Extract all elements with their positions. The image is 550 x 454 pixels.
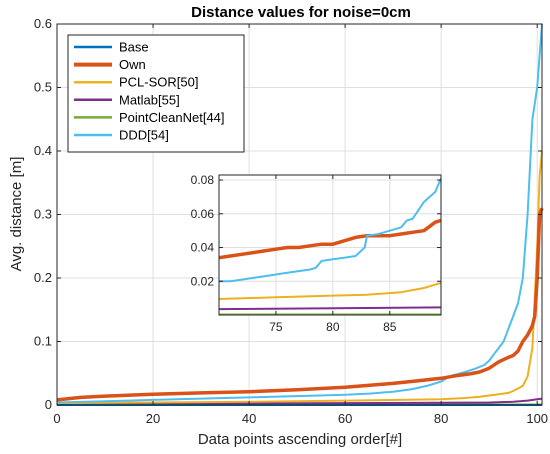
chart-title: Distance values for noise=0cm: [191, 4, 411, 21]
legend: Base Own PCL-SOR[50] Matlab[55] PointCleanNe…: [67, 34, 245, 153]
main-series-ddd-54: [56, 23, 543, 404]
legend-box: [67, 34, 245, 153]
main-y-tick-label: 0.5: [34, 80, 52, 95]
inset-series-matlab-55: [218, 306, 442, 311]
legend-label-base: Base: [119, 40, 149, 55]
inset-y-tick-label: 0.04: [191, 241, 215, 255]
legend-entries: Base Own PCL-SOR[50] Matlab[55] PointCleanNe…: [74, 40, 225, 143]
main-x-tick-label: 80: [434, 411, 448, 426]
inset-ticks: 75 80 85 0.02 0.04 0.06 0.08: [191, 173, 441, 334]
legend-label-pointcleannet-44: PointCleanNet[44]: [119, 110, 225, 125]
main-series-own: [56, 207, 544, 402]
inset-y-tick-label: 0.06: [191, 207, 215, 221]
main-y-tick-label: 0.4: [34, 143, 52, 158]
legend-label-ddd-54: DDD[54]: [119, 128, 169, 143]
main-series-matlab-55: [57, 397, 543, 405]
main-y-tick-label: 0.2: [34, 270, 52, 285]
main-x-tick-label: 100: [526, 411, 548, 426]
main-y-tick-label: 0: [45, 397, 52, 412]
legend-label-own: Own: [119, 57, 146, 72]
main-x-tick-label: 0: [53, 411, 60, 426]
y-axis-label: Avg. distance [m]: [8, 157, 25, 272]
inset-x-tick-label: 75: [269, 320, 283, 334]
main-series-pcl-sor-50: [56, 150, 543, 405]
legend-label-pcl-sor-50: PCL-SOR[50]: [119, 75, 198, 90]
main-y-tick-label: 0.1: [34, 334, 52, 349]
inset-frame: [218, 174, 442, 316]
inset-y-tick-label: 0.08: [191, 173, 215, 187]
legend-label-matlab-55: Matlab[55]: [119, 92, 180, 107]
inset-series-pcl-sor-50: [218, 282, 442, 300]
main-x-tick-label: 40: [242, 411, 256, 426]
inset-x-tick-label: 80: [326, 320, 340, 334]
inset-series-ddd-54: [219, 178, 442, 283]
main-y-tick-label: 0.6: [34, 16, 52, 31]
main-x-tick-label: 20: [146, 411, 160, 426]
main-ticks: 0 20 40 60 80 100 0 0.1 0.2 0.3 0.4 0.5 0.6: [34, 16, 548, 426]
inset-series-own: [218, 218, 442, 260]
inset-chart: 75 80 85 0.02 0.04 0.06 0.08: [191, 173, 442, 334]
x-axis-label: Data points ascending order[#]: [198, 431, 402, 448]
main-x-tick-label: 60: [338, 411, 352, 426]
inset-y-tick-label: 0.02: [191, 274, 215, 288]
main-y-tick-label: 0.3: [34, 207, 52, 222]
inset-x-tick-label: 85: [383, 320, 397, 334]
